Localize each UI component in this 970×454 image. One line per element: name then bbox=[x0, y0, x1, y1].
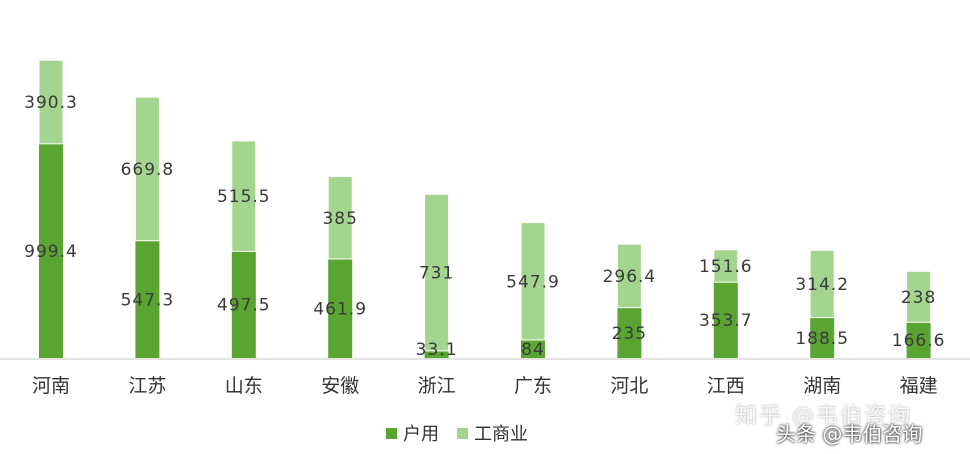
legend: 户用 工商业 bbox=[386, 420, 546, 446]
category-labels-group: 河南 江苏 山东 安徽 浙江 广东 河北 江西 湖南 福建 bbox=[32, 375, 938, 397]
data-label-commercial-5: 547.9 bbox=[506, 272, 560, 292]
data-label-commercial-4: 731 bbox=[419, 264, 454, 284]
bar-commercial-7 bbox=[713, 249, 739, 283]
data-label-household-0: 999.4 bbox=[24, 242, 78, 262]
category-label-5: 广东 bbox=[514, 375, 552, 397]
data-label-household-5: 84 bbox=[521, 340, 545, 360]
data-label-household-7: 353.7 bbox=[699, 311, 753, 331]
bar-household-7 bbox=[713, 282, 738, 358]
legend-label-household: 户用 bbox=[403, 424, 439, 445]
toutiao-watermark: 头条 @韦伯咨询 bbox=[776, 422, 923, 446]
category-label-6: 河北 bbox=[610, 375, 648, 397]
data-label-household-6: 235 bbox=[612, 324, 647, 344]
bar-commercial-4 bbox=[424, 193, 450, 352]
bar-commercial-6 bbox=[616, 243, 642, 309]
bar-household-3 bbox=[328, 259, 353, 358]
bar-commercial-8 bbox=[809, 249, 835, 319]
data-label-commercial-6: 296.4 bbox=[603, 267, 657, 287]
data-label-commercial-8: 314.2 bbox=[795, 275, 849, 295]
bar-commercial-3 bbox=[327, 176, 353, 260]
category-label-1: 江苏 bbox=[128, 375, 166, 397]
data-label-household-2: 497.5 bbox=[217, 296, 271, 316]
category-label-0: 河南 bbox=[32, 375, 70, 397]
legend-item-commercial: 工商业 bbox=[457, 420, 528, 446]
bar-household-4 bbox=[424, 350, 449, 358]
legend-item-household: 户用 bbox=[386, 420, 439, 446]
legend-label-commercial: 工商业 bbox=[474, 424, 528, 445]
data-label-commercial-3: 385 bbox=[322, 209, 357, 229]
bar-commercial-9 bbox=[906, 270, 932, 323]
bars-group bbox=[38, 59, 932, 358]
category-label-3: 安徽 bbox=[321, 375, 359, 397]
category-label-2: 山东 bbox=[225, 375, 263, 397]
data-label-commercial-1: 669.8 bbox=[121, 160, 175, 180]
category-label-8: 湖南 bbox=[803, 375, 841, 397]
category-label-9: 福建 bbox=[900, 375, 938, 397]
data-label-commercial-0: 390.3 bbox=[24, 93, 78, 113]
bar-commercial-1 bbox=[134, 96, 160, 242]
bar-household-6 bbox=[617, 307, 642, 358]
data-label-commercial-9: 238 bbox=[901, 288, 936, 308]
bar-commercial-5 bbox=[520, 222, 546, 341]
bar-commercial-2 bbox=[231, 140, 257, 252]
data-label-household-8: 188.5 bbox=[795, 329, 849, 349]
data-label-commercial-7: 151.6 bbox=[699, 257, 753, 277]
bar-commercial-0 bbox=[38, 59, 64, 145]
bar-household-9 bbox=[906, 322, 931, 358]
bar-household-1 bbox=[135, 240, 160, 358]
bar-household-0 bbox=[39, 143, 63, 358]
bar-household-2 bbox=[231, 251, 256, 358]
data-label-household-3: 461.9 bbox=[313, 300, 367, 320]
data-label-household-1: 547.3 bbox=[121, 290, 175, 310]
bar-household-5 bbox=[521, 340, 545, 358]
data-label-household-4: 33.1 bbox=[416, 340, 458, 360]
bar-household-8 bbox=[810, 317, 835, 358]
category-label-7: 江西 bbox=[707, 375, 745, 397]
data-label-commercial-2: 515.5 bbox=[217, 187, 271, 207]
legend-swatch-household bbox=[386, 427, 397, 439]
data-labels-group: 999.4 390.3 547.3 669.8 497.5 515.5 461.9 385 33… bbox=[24, 93, 946, 360]
category-label-4: 浙江 bbox=[418, 375, 456, 397]
legend-swatch-commercial bbox=[457, 427, 468, 439]
zhihu-watermark: 知乎 @韦伯咨询 bbox=[735, 404, 912, 429]
data-label-household-9: 166.6 bbox=[892, 331, 946, 351]
